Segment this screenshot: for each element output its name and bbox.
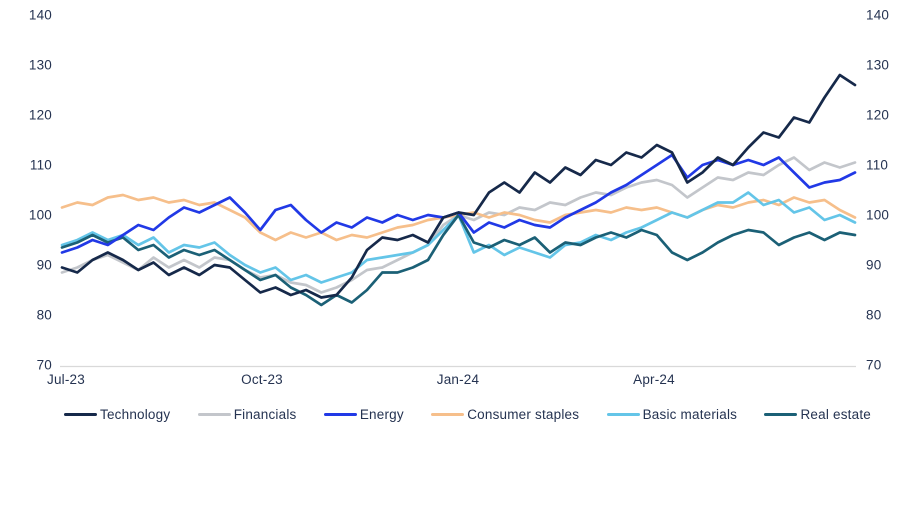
y-axis-label-left: 90 <box>37 258 52 273</box>
series-line-real-estate <box>60 213 857 307</box>
legend-swatch-basic-materials <box>606 412 640 417</box>
legend-swatch-consumer-staples <box>431 412 465 417</box>
legend-label: Basic materials <box>642 407 738 422</box>
y-axis-label-right: 70 <box>866 358 881 373</box>
legend-swatch-energy <box>323 412 357 417</box>
line-chart: 140 140 130 130 120 120 110 110 100 100 90 90 80 80 70… <box>29 8 889 388</box>
legend-label: Consumer staples <box>467 407 580 422</box>
y-axis-label-left: 80 <box>37 308 52 323</box>
y-axis-label-left: 110 <box>30 158 52 173</box>
y-axis-label-right: 100 <box>866 208 889 223</box>
chart-legend: Technology Financials Energy Consumer stapl… <box>64 407 871 422</box>
x-axis-label: Apr-24 <box>633 372 675 387</box>
y-axis-label-left: 120 <box>29 108 52 123</box>
legend-swatch-financials <box>197 412 231 417</box>
x-axis-label: Jan-24 <box>437 372 480 387</box>
legend-item-real-estate[interactable]: Real estate <box>764 407 871 422</box>
x-axis-label: Oct-23 <box>241 372 283 387</box>
series-line-technology <box>60 73 857 299</box>
legend-swatch-technology <box>64 412 97 417</box>
y-axis-label-right: 140 <box>866 8 889 23</box>
y-axis-label-right: 110 <box>866 158 888 173</box>
legend-label: Real estate <box>800 407 871 422</box>
legend-item-financials[interactable]: Financials <box>197 407 297 422</box>
x-axis-label: Jul-23 <box>47 372 85 387</box>
y-axis-label-left: 70 <box>37 358 52 373</box>
legend-item-technology[interactable]: Technology <box>64 407 170 422</box>
y-axis-label-left: 100 <box>29 208 52 223</box>
y-axis-label-left: 130 <box>29 58 52 73</box>
series-line-financials <box>60 156 857 294</box>
legend-item-consumer-staples[interactable]: Consumer staples <box>431 407 579 422</box>
y-axis-label-right: 130 <box>866 58 889 73</box>
y-axis-label-right: 120 <box>866 108 889 123</box>
y-axis-label-right: 90 <box>866 258 881 273</box>
legend-swatch-real-estate <box>764 412 798 417</box>
legend-item-basic-materials[interactable]: Basic materials <box>606 407 738 422</box>
y-axis-label-right: 80 <box>866 308 881 323</box>
legend-item-energy[interactable]: Energy <box>323 407 404 422</box>
legend-label: Technology <box>100 407 171 422</box>
legend-label: Financials <box>233 407 297 422</box>
series-line-energy <box>60 153 857 254</box>
y-axis-label-left: 140 <box>29 8 52 23</box>
legend-label: Energy <box>359 407 404 422</box>
